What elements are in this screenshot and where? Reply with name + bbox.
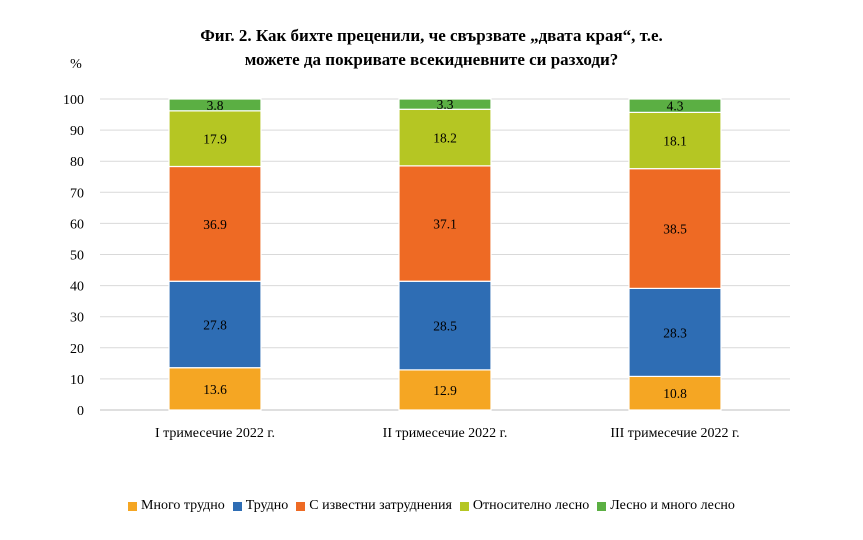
y-axis-label: % — [70, 57, 82, 72]
chart-title-line-2: можете да покривате всекидневните си раз… — [244, 50, 619, 69]
chart-title: Фиг. 2. Как бихте преценили, че свързват… — [0, 24, 863, 72]
y-tick-label: 40 — [70, 280, 84, 295]
y-tick-label: 90 — [70, 124, 84, 139]
legend-label: Много трудно — [141, 498, 225, 513]
data-label: 3.3 — [437, 97, 454, 112]
data-label: 13.6 — [203, 382, 227, 397]
x-tick-label: III тримесечие 2022 г. — [610, 426, 739, 441]
y-tick-label: 60 — [70, 217, 84, 232]
bar-segment — [168, 165, 262, 282]
legend-swatch — [128, 501, 138, 511]
bar-segment — [168, 367, 262, 411]
stacked-bar-chart: 0 10 20 30 40 50 60 70 80 90 100% 13.6 27.8 36.9 17.9 3… — [63, 57, 790, 441]
y-tick-label: 30 — [70, 311, 84, 326]
bar-segment — [398, 108, 492, 167]
legend-item: Трудно — [232, 498, 289, 514]
legend-swatch — [232, 501, 242, 511]
y-tick-label: 50 — [70, 249, 84, 264]
data-label: 28.3 — [663, 325, 687, 340]
data-label: 12.9 — [433, 383, 457, 398]
bar-segment — [398, 280, 492, 371]
legend-swatch — [296, 501, 306, 511]
legend-label: Лесно и много лесно — [610, 498, 735, 513]
data-label: 38.5 — [663, 222, 687, 237]
bar-segment — [628, 287, 722, 378]
y-tick-label: 20 — [70, 342, 84, 357]
legend-item: С известни затруднения — [296, 498, 452, 514]
legend-item: Лесно и много лесно — [597, 498, 735, 514]
data-label: 3.8 — [207, 98, 224, 113]
legend-swatch — [597, 501, 607, 511]
x-tick-label: II тримесечие 2022 г. — [383, 426, 508, 441]
y-tick-label: 10 — [70, 373, 84, 388]
data-label: 28.5 — [433, 319, 457, 334]
legend-item: Относително лесно — [459, 498, 590, 514]
legend-item: Много трудно — [128, 498, 225, 514]
bar-segment — [398, 369, 492, 411]
data-label: 18.1 — [663, 134, 687, 149]
data-label: 10.8 — [663, 386, 687, 401]
legend-label: С известни затруднения — [309, 498, 452, 513]
data-label: 27.8 — [203, 317, 227, 332]
y-tick-label: 80 — [70, 155, 84, 170]
data-label: 36.9 — [203, 217, 227, 232]
chart-legend: Много трудно Трудно С известни затруднения… — [0, 498, 863, 514]
chart-title-line-1: Фиг. 2. Как бихте преценили, че свързват… — [200, 26, 663, 45]
bar-segment — [168, 110, 262, 168]
data-label: 18.2 — [433, 131, 457, 146]
y-tick-label: 0 — [77, 404, 84, 419]
legend-label: Трудно — [245, 498, 289, 513]
x-tick-label: I тримесечие 2022 г. — [155, 426, 275, 441]
bar-segment — [168, 280, 262, 369]
y-tick-label: 100 — [63, 93, 84, 108]
y-tick-label: 70 — [70, 186, 84, 201]
bar-segment — [628, 111, 722, 170]
data-label: 4.3 — [667, 99, 684, 114]
legend-swatch — [459, 501, 469, 511]
legend-label: Относително лесно — [472, 498, 590, 513]
bar-segment — [398, 98, 492, 110]
bar-segment — [168, 98, 262, 112]
bar-segment — [628, 98, 722, 113]
data-label: 17.9 — [203, 132, 227, 147]
data-label: 37.1 — [433, 217, 457, 232]
bar-segment — [628, 168, 722, 289]
